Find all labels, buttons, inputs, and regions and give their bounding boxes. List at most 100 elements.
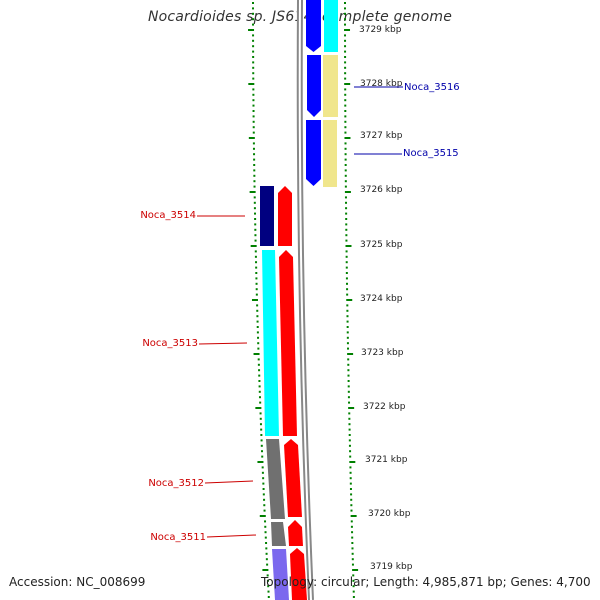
scale-minor-tick: [266, 579, 269, 582]
scale-minor-tick: [344, 180, 347, 183]
scale-minor-tick: [262, 482, 265, 485]
scale-minor-tick: [261, 450, 264, 453]
scale-minor-tick: [264, 536, 267, 539]
scale-major-tick: [257, 461, 264, 463]
scale-minor-tick: [347, 396, 350, 399]
gene-label-noca3513[interactable]: Noca_3513: [142, 338, 198, 349]
scale-minor-tick: [347, 385, 350, 388]
scale-minor-tick: [254, 212, 257, 215]
gene-label-noca3516[interactable]: Noca_3516: [404, 82, 460, 93]
scale-minor-tick: [351, 558, 354, 561]
gene-block-khaki-noca3515[interactable]: [323, 120, 337, 187]
gene-label-noca3511[interactable]: Noca_3511: [150, 532, 206, 543]
gene-label-noca3512[interactable]: Noca_3512: [148, 478, 204, 489]
scale-minor-tick: [348, 434, 351, 436]
leader-line-noca3513: [198, 342, 248, 345]
gene-block-red-noca3512[interactable]: [284, 439, 302, 517]
gene-block-cyan-noca3513[interactable]: [262, 250, 279, 436]
scale-minor-tick: [252, 45, 255, 48]
scale-minor-tick: [349, 450, 352, 453]
scale-minor-tick: [346, 309, 349, 312]
scale-major-tick: [250, 245, 257, 247]
scale-minor-tick: [350, 520, 353, 523]
scale-minor-tick: [264, 531, 267, 534]
scale-minor-tick: [253, 196, 256, 199]
scale-label-3724: 3724 kbp: [360, 294, 403, 304]
scale-minor-tick: [261, 455, 264, 458]
scale-minor-tick: [345, 212, 348, 215]
scale-minor-tick: [346, 315, 349, 318]
scale-minor-tick: [252, 66, 255, 69]
scale-major-tick: [253, 353, 260, 355]
genome-summary: Topology: circular; Length: 4,985,871 bp…: [261, 575, 591, 589]
scale-major-tick: [249, 191, 256, 193]
scale-minor-tick: [344, 153, 347, 156]
scale-minor-tick: [344, 45, 347, 48]
gene-block-red-noca3511[interactable]: [288, 520, 303, 546]
scale-minor-tick: [262, 477, 265, 480]
gene-label-noca3515[interactable]: Noca_3515: [403, 148, 459, 159]
scale-minor-tick: [252, 34, 255, 37]
scale-minor-tick: [345, 277, 348, 280]
gene-label-noca3514[interactable]: Noca_3514: [140, 210, 196, 221]
scale-minor-tick: [346, 304, 349, 307]
scale-label-3726: 3726 kbp: [360, 185, 403, 195]
scale-minor-tick: [349, 466, 352, 469]
scale-minor-tick: [348, 428, 351, 431]
gene-block-navy-noca3514[interactable]: [260, 186, 274, 246]
scale-major-tick: [259, 515, 266, 517]
leader-line-noca3511: [206, 534, 257, 538]
scale-minor-tick: [255, 293, 258, 296]
scale-minor-tick: [344, 158, 347, 161]
gene-block-red-bottom[interactable]: [290, 548, 307, 600]
gene-block-khaki-noca3516[interactable]: [323, 55, 338, 117]
scale-minor-tick: [351, 531, 354, 534]
gene-block-gray-noca3512[interactable]: [266, 439, 285, 519]
scale-major-tick: [248, 83, 255, 85]
scale-minor-tick: [344, 126, 347, 129]
gene-block-red-noca3513[interactable]: [279, 250, 297, 436]
scale-major-tick: [346, 299, 353, 301]
scale-minor-tick: [265, 547, 268, 550]
gene-block-red-noca3514[interactable]: [278, 186, 292, 246]
scale-minor-tick: [257, 347, 260, 350]
scale-minor-tick: [344, 77, 347, 80]
scale-major-tick: [344, 137, 351, 139]
gene-block-gray-noca3511[interactable]: [271, 522, 286, 546]
scale-minor-tick: [252, 104, 255, 107]
scale-minor-tick: [347, 380, 350, 382]
scale-minor-tick: [349, 471, 352, 474]
scale-minor-tick: [252, 120, 255, 123]
scale-minor-tick: [265, 542, 268, 544]
scale-labels: 3729 kbp 3728 kbp 3727 kbp 3726 kbp 3725…: [359, 25, 413, 572]
scale-minor-tick: [252, 99, 255, 102]
scale-minor-tick: [346, 288, 349, 291]
scale-minor-tick: [351, 552, 354, 555]
scale-minor-tick: [253, 185, 256, 188]
scale-minor-tick: [252, 88, 255, 91]
scale-minor-tick: [345, 228, 348, 231]
forward-strand-features: [306, 0, 338, 187]
scale-minor-tick: [255, 266, 258, 269]
scale-minor-tick: [253, 169, 256, 172]
gene-block-cyan-top[interactable]: [324, 0, 338, 52]
scale-minor-tick: [254, 228, 257, 231]
scale-minor-tick: [255, 261, 258, 264]
scale-minor-tick: [347, 347, 350, 350]
scale-minor-tick: [257, 336, 260, 339]
gene-block-blue-noca3515[interactable]: [306, 120, 321, 186]
scale-minor-tick: [252, 147, 255, 150]
gene-block-blue-noca3516[interactable]: [307, 55, 321, 117]
scale-minor-tick: [254, 250, 257, 253]
scale-minor-tick: [344, 12, 347, 15]
scale-major-tick: [251, 299, 258, 301]
scale-minor-tick: [267, 590, 270, 593]
gene-block-blue-top[interactable]: [306, 0, 321, 52]
gene-block-lavender-bottom[interactable]: [272, 549, 289, 600]
scale-minor-tick: [345, 223, 348, 226]
scale-minor-tick: [352, 596, 355, 598]
scale-minor-tick: [345, 207, 348, 210]
scale-major-tick: [345, 245, 352, 247]
scale-label-3725: 3725 kbp: [360, 240, 403, 250]
scale-minor-tick: [252, 61, 255, 64]
